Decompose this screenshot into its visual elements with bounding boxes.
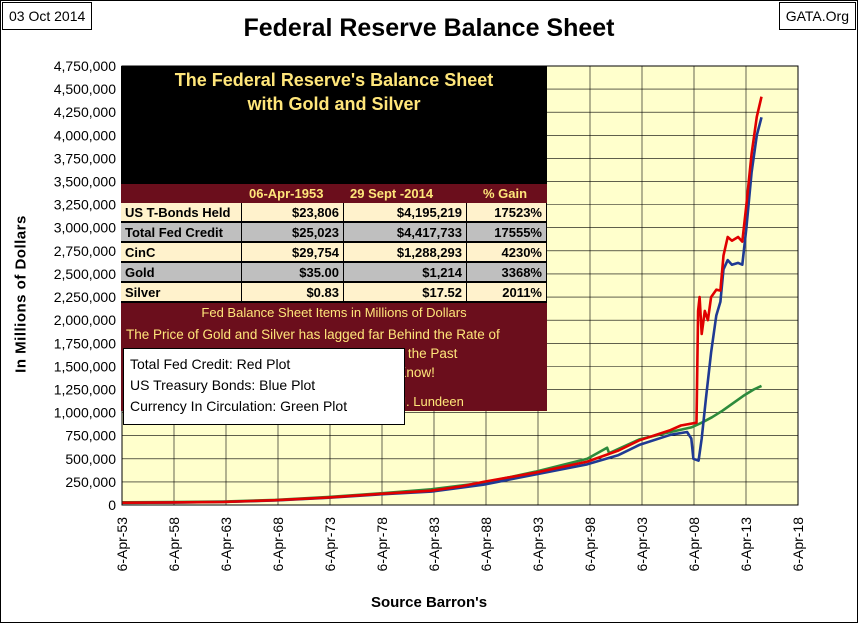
- y-tick-label: 0: [108, 497, 116, 513]
- y-tick-label: 4,250,000: [54, 104, 116, 120]
- legend: Total Fed Credit: Red Plot US Treasury B…: [123, 348, 405, 425]
- stats-row: CinC $29,754 $1,288,293 4230%: [121, 243, 547, 262]
- y-tick-label: 1,750,000: [54, 335, 116, 351]
- y-tick-label: 4,500,000: [54, 81, 116, 97]
- value-gain: 17523%: [467, 203, 547, 222]
- stats-row: US T-Bonds Held $23,806 $4,195,219 17523%: [121, 203, 547, 222]
- y-tick-label: 3,500,000: [54, 174, 116, 190]
- header-2014: 29 Sept -2014: [350, 186, 434, 201]
- x-tick-label: 6-Apr-63: [218, 517, 234, 572]
- stats-row: Total Fed Credit $25,023 $4,417,733 17555%: [121, 223, 547, 242]
- value-2014: $17.52: [344, 283, 467, 302]
- panel-subtitle: Fed Balance Sheet Items in Millions of D…: [201, 305, 467, 320]
- row-label: CinC: [121, 243, 242, 262]
- x-tick-label: 6-Apr-53: [114, 517, 130, 572]
- y-tick-label: 1,250,000: [54, 381, 116, 397]
- y-tick-label: 2,500,000: [54, 266, 116, 282]
- panel-title-line1: The Federal Reserve's Balance Sheet: [174, 70, 494, 90]
- stats-row: Gold $35.00 $1,214 3368%: [121, 263, 547, 282]
- value-gain: 2011%: [467, 283, 547, 302]
- stats-row: Silver $0.83 $17.52 2011%: [121, 283, 547, 302]
- header-gain: % Gain: [483, 186, 528, 201]
- y-tick-label: 4,000,000: [54, 127, 116, 143]
- chart-title: Federal Reserve Balance Sheet: [243, 14, 615, 42]
- x-tick-label: 6-Apr-13: [738, 517, 754, 572]
- value-gain: 17555%: [467, 223, 547, 242]
- value-1953: $0.83: [242, 283, 344, 302]
- y-tick-labels: 0 250,000 500,000 750,000 1,000,000 1,250,000…: [54, 58, 117, 513]
- y-tick-label: 2,250,000: [54, 289, 116, 305]
- x-axis-label: Source Barron's: [370, 594, 488, 611]
- value-1953: $25,023: [242, 223, 344, 242]
- y-axis-label: In Millions of Dollars: [12, 215, 30, 373]
- x-tick-label: 6-Apr-73: [322, 517, 338, 572]
- x-tick-label: 6-Apr-18: [790, 517, 806, 572]
- value-gain: 4230%: [467, 243, 547, 262]
- y-tick-label: 4,750,000: [54, 58, 116, 74]
- y-tick-label: 2,000,000: [54, 312, 116, 328]
- y-tick-label: 2,750,000: [54, 243, 116, 259]
- x-tick-label: 6-Apr-83: [426, 517, 442, 572]
- value-2014: $1,214: [344, 263, 467, 282]
- value-1953: $29,754: [242, 243, 344, 262]
- header-1953: 06-Apr-1953: [249, 186, 324, 201]
- value-2014: $4,417,733: [344, 223, 467, 242]
- series-lines: [122, 96, 763, 505]
- x-tick-labels: 6-Apr-53 6-Apr-58 6-Apr-63 6-Apr-68 6-Apr-73…: [114, 517, 806, 572]
- legend-entry-red: Total Fed Credit: Red Plot: [130, 356, 291, 372]
- info-panel: The Federal Reserve's Balance Sheet with…: [121, 66, 547, 411]
- legend-entry-blue: US Treasury Bonds: Blue Plot: [130, 377, 316, 393]
- date-label: 03 Oct 2014: [2, 2, 93, 30]
- x-tick-label: 6-Apr-78: [374, 517, 390, 572]
- x-tick-label: 6-Apr-98: [582, 517, 598, 572]
- y-tick-label: 750,000: [65, 428, 116, 444]
- x-tick-label: 6-Apr-88: [478, 517, 494, 572]
- y-tick-label: 1,000,000: [54, 405, 116, 421]
- value-1953: $23,806: [242, 203, 344, 222]
- legend-entry-green: Currency In Circulation: Green Plot: [130, 398, 348, 414]
- y-tick-label: 250,000: [65, 474, 116, 490]
- value-1953: $35.00: [242, 263, 344, 282]
- y-tick-label: 500,000: [65, 451, 116, 467]
- x-tick-label: 6-Apr-58: [166, 517, 182, 572]
- y-tick-label: 3,750,000: [54, 150, 116, 166]
- value-2014: $4,195,219: [344, 203, 467, 222]
- panel-title-line2: with Gold and Silver: [247, 94, 421, 114]
- y-tick-label: 3,000,000: [54, 220, 116, 236]
- commentary-line1: The Price of Gold and Silver has lagged …: [126, 327, 500, 342]
- stats-header-row: 06-Apr-1953 29 Sept -2014 % Gain: [121, 184, 547, 203]
- row-label: US T-Bonds Held: [121, 203, 242, 222]
- y-tick-label: 1,500,000: [54, 358, 116, 374]
- x-tick-label: 6-Apr-68: [270, 517, 286, 572]
- series-line-total-fed-credit: [122, 96, 763, 504]
- y-tick-label: 3,250,000: [54, 197, 116, 213]
- row-label: Silver: [121, 283, 242, 302]
- x-tick-label: 6-Apr-03: [634, 517, 650, 572]
- row-label: Total Fed Credit: [121, 223, 242, 242]
- value-2014: $1,288,293: [344, 243, 467, 262]
- panel-title: The Federal Reserve's Balance Sheet with…: [121, 68, 547, 116]
- x-tick-label: 6-Apr-08: [686, 517, 702, 572]
- value-gain: 3368%: [467, 263, 547, 282]
- row-label: Gold: [121, 263, 242, 282]
- x-tick-label: 6-Apr-93: [530, 517, 546, 572]
- source-label: GATA.Org: [778, 2, 856, 30]
